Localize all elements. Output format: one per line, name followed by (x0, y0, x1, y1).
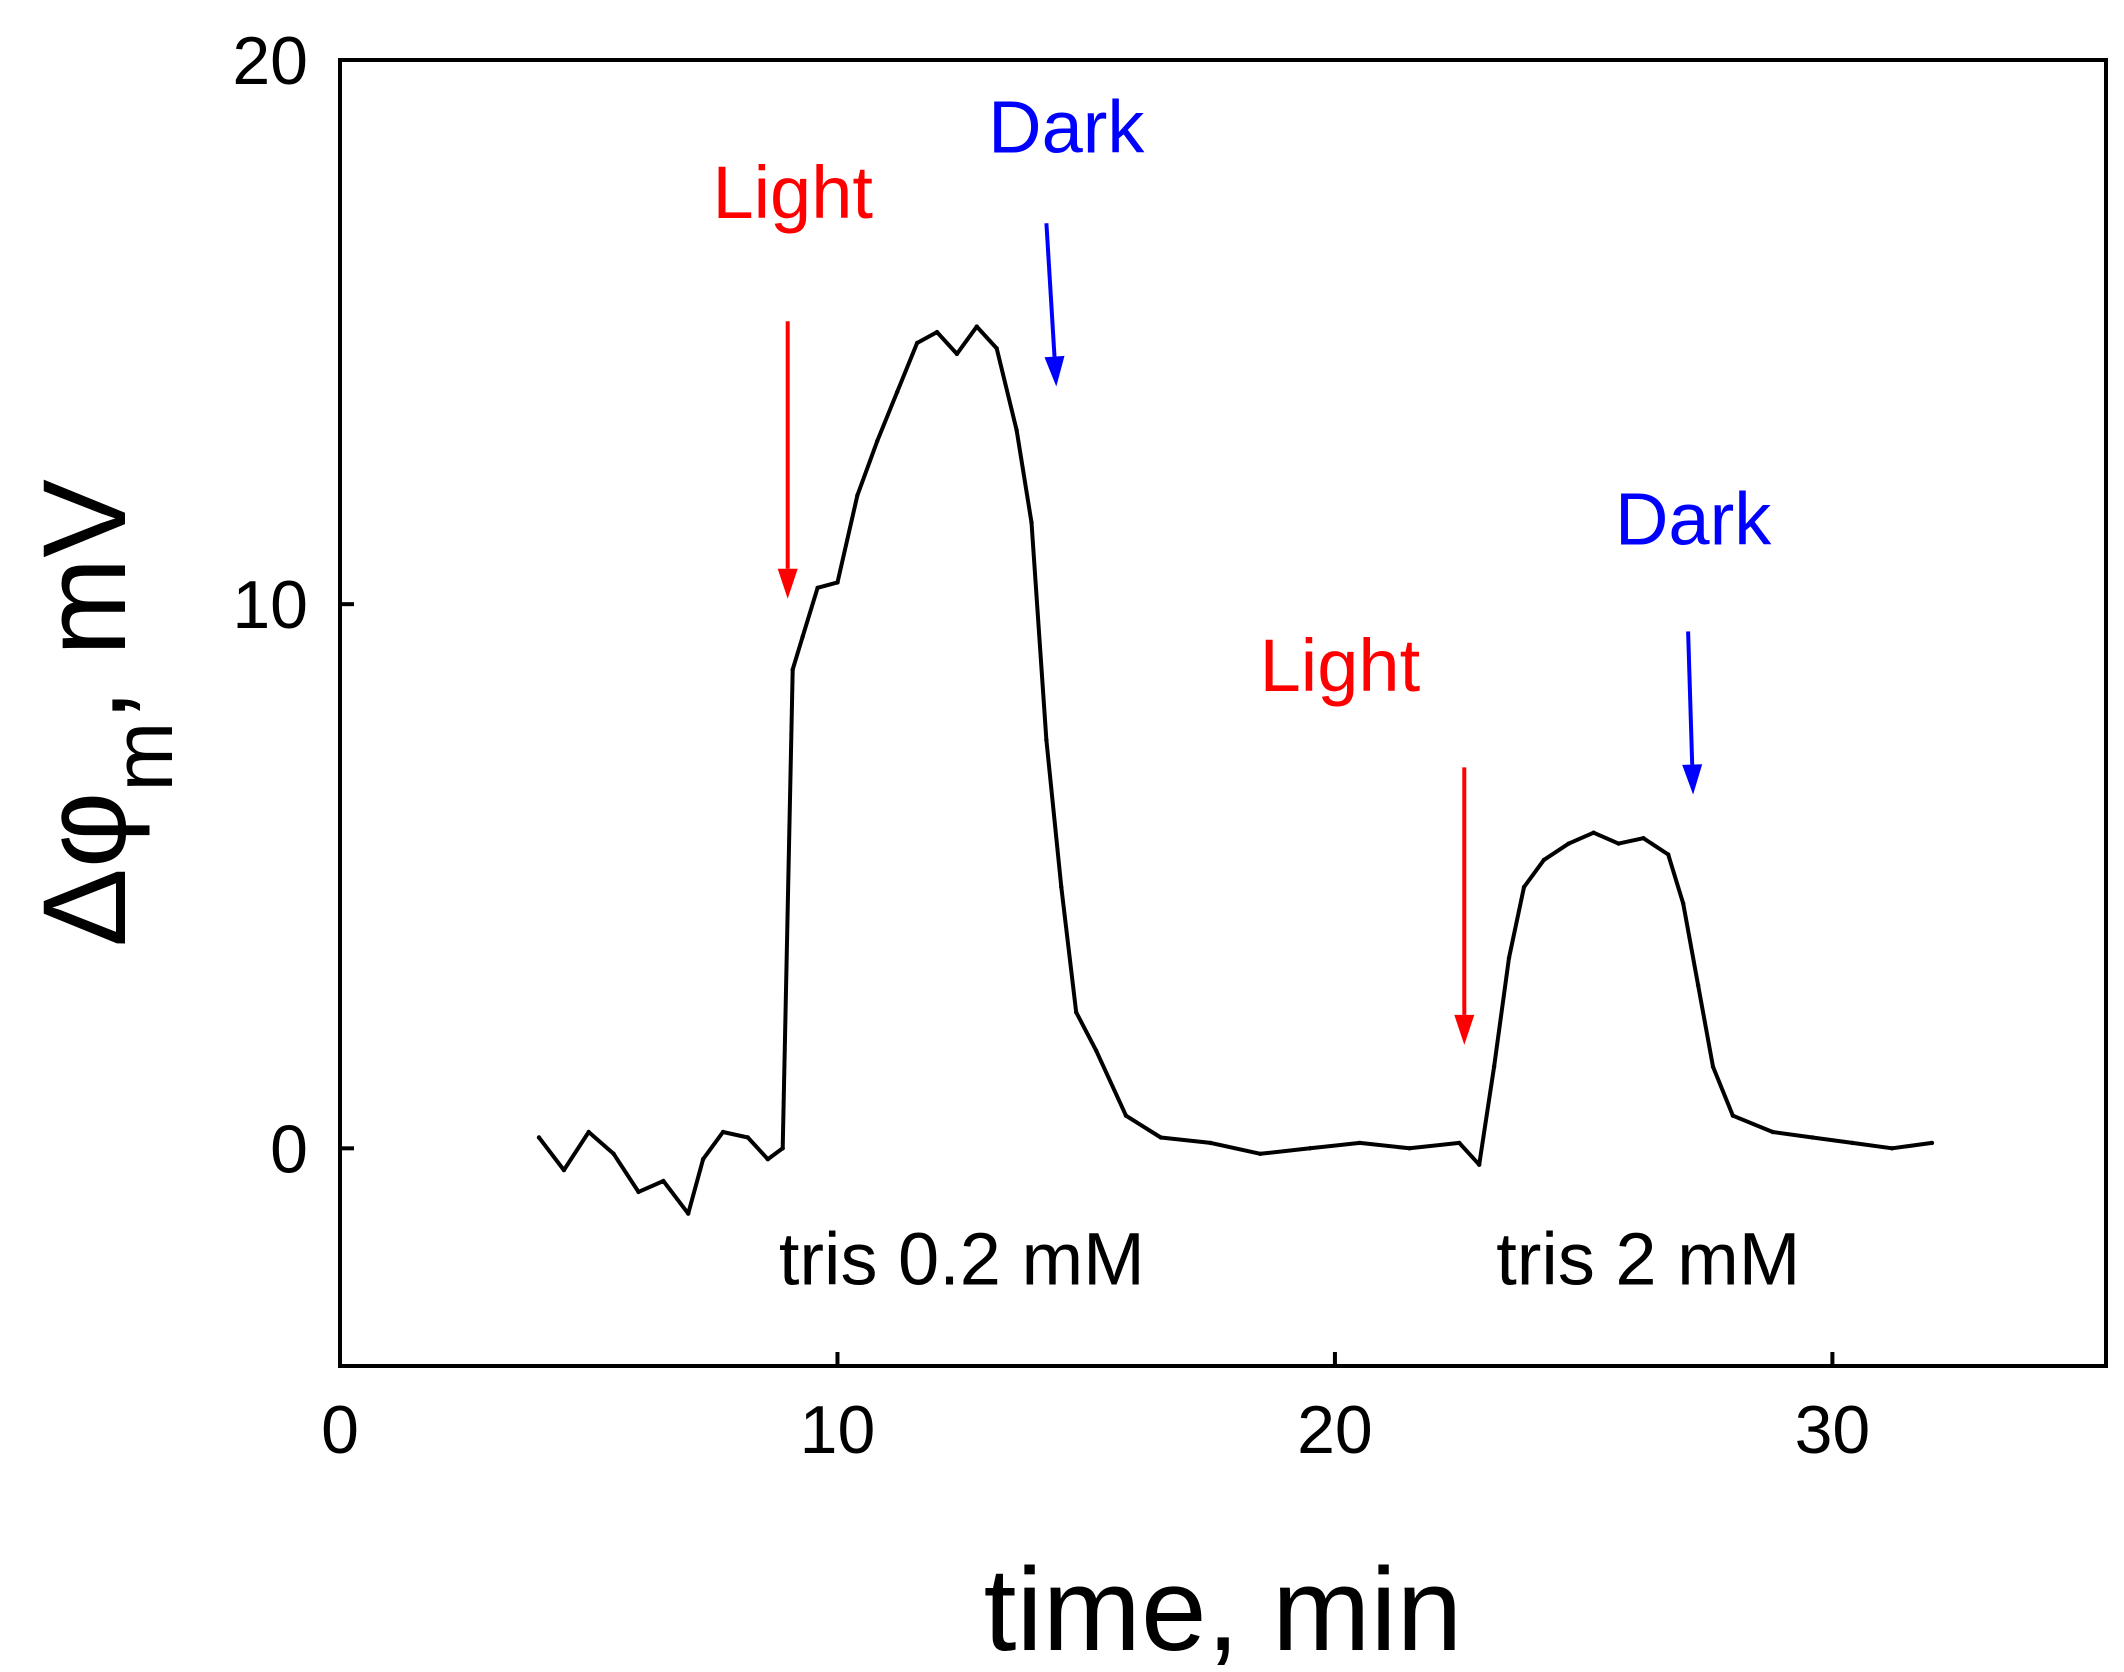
data-point (780, 1146, 785, 1151)
data-point (720, 1129, 726, 1135)
annotation-light-1-arrow (777, 321, 798, 599)
data-point (1616, 841, 1621, 846)
data-point (1357, 1140, 1363, 1146)
x-tick-label: 20 (1297, 1392, 1373, 1468)
data-point (661, 1178, 666, 1184)
data-point (586, 1129, 591, 1135)
data-point (1710, 1064, 1716, 1069)
annotation-light-2: Light (1260, 624, 1421, 707)
data-point (1591, 830, 1596, 835)
data-point (1929, 1140, 1935, 1146)
data-point (1457, 1140, 1462, 1146)
data-point (1521, 884, 1527, 890)
data-point (815, 585, 820, 590)
y-axis-title-subscript: m (96, 722, 190, 792)
annotation-dark-2-arrow-head (1682, 764, 1703, 795)
plot-frame (338, 58, 2108, 1368)
signal-line (537, 324, 1934, 1216)
x-tick-label: 10 (800, 1392, 876, 1468)
data-point (835, 580, 840, 585)
data-point (1093, 1048, 1099, 1053)
data-point (1029, 520, 1034, 525)
y-axis-title: Δφm, mV (19, 479, 190, 947)
data-point (954, 351, 960, 357)
data-point (934, 329, 940, 335)
y-tick-labels: 0 10 20 (232, 23, 308, 1187)
data-point (611, 1151, 616, 1157)
data-point (855, 493, 860, 498)
y-tick-label: 0 (270, 1111, 308, 1187)
data-point (790, 667, 795, 672)
data-point (1850, 1140, 1855, 1146)
data-point (1666, 852, 1671, 857)
data-point (536, 1135, 542, 1140)
annotation-dark-2-arrow-shaft (1686, 631, 1695, 765)
data-point (914, 340, 920, 346)
data-point (895, 389, 900, 395)
data-point (1477, 1162, 1482, 1167)
x-axis-title: time, min (984, 1544, 1463, 1672)
annotation-light-2-arrow-head (1454, 1014, 1475, 1045)
data-point (1889, 1146, 1895, 1151)
annotation-dark-1-arrow-shaft (1044, 223, 1057, 357)
data-point (1506, 955, 1512, 961)
annotation-dark-1-arrow-head (1044, 355, 1065, 387)
y-axis-title-main: Δφ (19, 792, 151, 947)
data-point (1810, 1135, 1815, 1140)
annotation-dark-2: Dark (1615, 477, 1772, 560)
data-point (1044, 738, 1049, 743)
data-point (800, 634, 805, 639)
annotation-light-1-arrow-head (777, 568, 798, 599)
x-tick-labels: 0 10 20 30 (321, 1392, 1870, 1468)
x-tick-label: 30 (1795, 1392, 1871, 1468)
annotation-dark-1: Dark (988, 86, 1145, 169)
y-axis-title-tail: , mV (19, 479, 151, 722)
data-point (1641, 836, 1646, 841)
annotation-tris-1: tris 0.2 mM (779, 1217, 1145, 1300)
data-point (1158, 1135, 1164, 1140)
data-point (1074, 1010, 1079, 1015)
annotation-light-2-arrow (1454, 767, 1475, 1045)
data-point (994, 346, 999, 351)
data-point (1695, 982, 1701, 988)
data-point (686, 1211, 691, 1216)
x-tick-marks (338, 1352, 1835, 1366)
y-tick-label: 20 (232, 23, 308, 99)
annotation-light-1: Light (712, 151, 873, 234)
data-point (1491, 1064, 1497, 1069)
data-point (745, 1135, 751, 1140)
data-point (1123, 1113, 1129, 1118)
y-tick-marks (340, 58, 354, 1151)
data-points (536, 324, 1935, 1216)
data-point (700, 1157, 706, 1162)
data-point (1541, 857, 1547, 863)
data-point (1681, 901, 1686, 906)
data-point (765, 1157, 770, 1162)
annotation-layer: Light Dark Light Dark tris 0.2 mM tris 2 mM (712, 86, 1800, 1301)
annotation-dark-2-arrow (1682, 631, 1703, 795)
data-point (1059, 884, 1064, 890)
data-point (1566, 841, 1571, 846)
y-tick-label: 10 (232, 567, 308, 643)
annotation-dark-1-arrow (1044, 223, 1065, 387)
data-point (636, 1189, 641, 1195)
x-tick-label: 0 (321, 1392, 359, 1468)
data-point (974, 324, 979, 329)
data-point (1014, 427, 1019, 433)
data-point (561, 1167, 567, 1173)
data-point (1307, 1146, 1313, 1151)
data-point (1258, 1151, 1263, 1157)
data-point (875, 438, 880, 444)
data-point (1770, 1129, 1775, 1135)
data-point (1407, 1146, 1412, 1151)
data-point (1730, 1113, 1736, 1118)
data-point (1208, 1140, 1213, 1146)
annotation-tris-2: tris 2 mM (1496, 1217, 1800, 1300)
